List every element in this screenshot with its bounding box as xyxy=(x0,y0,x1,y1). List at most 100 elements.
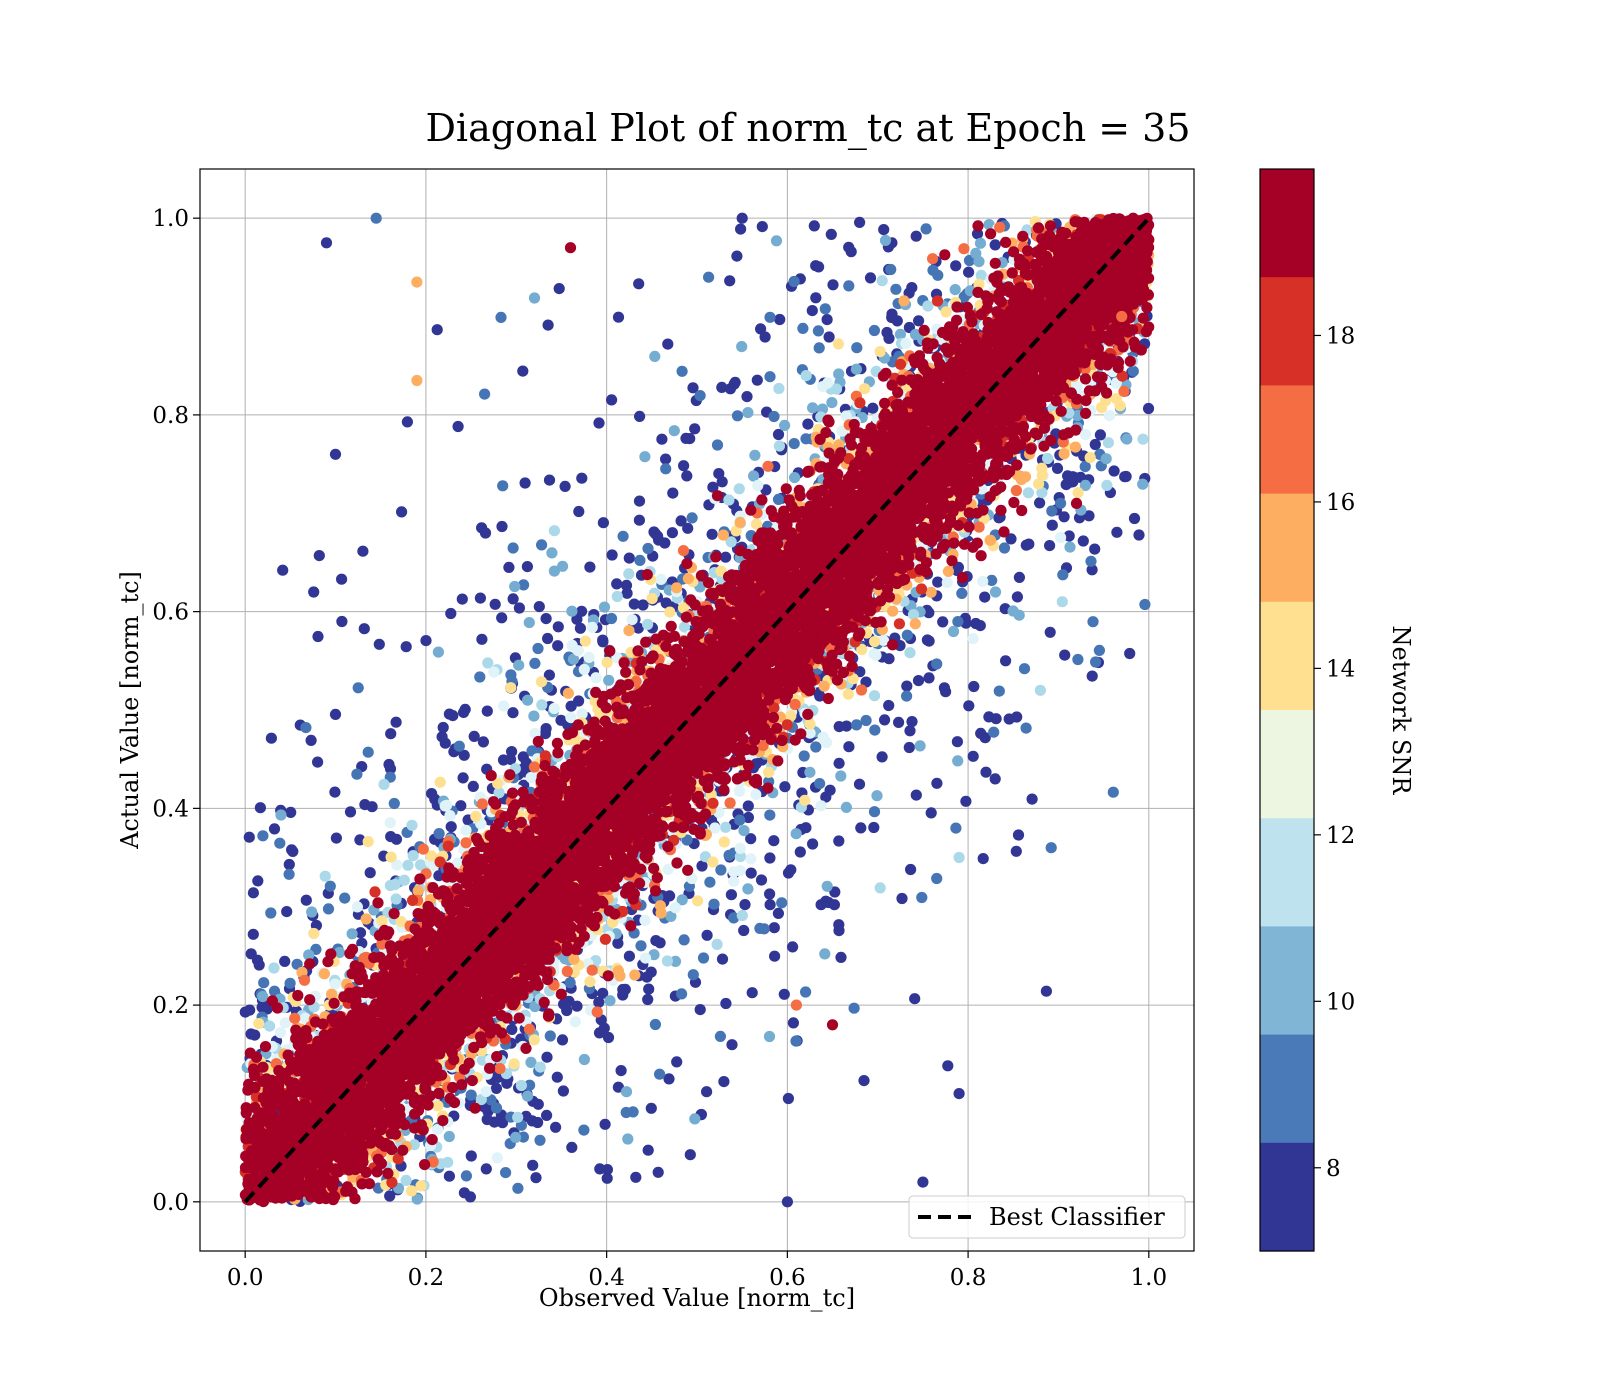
scatter-point xyxy=(543,669,556,681)
scatter-point xyxy=(617,530,629,542)
scatter-point xyxy=(868,648,880,660)
scatter-point xyxy=(661,955,674,967)
scatter-point xyxy=(773,382,785,395)
scatter-point xyxy=(1064,541,1076,553)
scatter-point xyxy=(890,283,902,295)
scatter-point xyxy=(496,612,508,624)
scatter-point xyxy=(1100,453,1112,465)
scatter-point xyxy=(956,587,968,600)
scatter-point xyxy=(623,950,636,962)
scatter-point xyxy=(1121,433,1133,445)
scatter-point xyxy=(868,806,881,818)
scatter-point xyxy=(300,894,312,906)
scatter-point xyxy=(768,922,780,934)
scatter-point xyxy=(703,271,715,283)
scatter-point xyxy=(634,554,646,567)
scatter-point xyxy=(513,659,525,671)
scatter-point xyxy=(385,831,397,843)
scatter-point xyxy=(746,987,758,999)
scatter-point xyxy=(1069,441,1082,453)
scatter-point xyxy=(967,633,979,645)
scatter-point xyxy=(742,407,754,419)
scatter-point xyxy=(689,423,701,435)
scatter-point xyxy=(1086,670,1098,682)
scatter-point xyxy=(739,899,751,911)
scatter-point xyxy=(628,598,640,610)
scatter-point xyxy=(643,983,655,995)
scatter-point xyxy=(645,1102,657,1114)
scatter-point xyxy=(1011,591,1024,603)
scatter-point xyxy=(952,616,964,628)
scatter-point xyxy=(931,872,943,885)
scatter-point xyxy=(731,250,743,262)
scatter-point xyxy=(597,634,609,646)
scatter-point xyxy=(597,517,610,529)
scatter-point xyxy=(768,410,780,423)
scatter-point xyxy=(366,801,378,813)
scatter-point xyxy=(1072,653,1084,666)
scatter-point xyxy=(986,574,998,587)
scatter-point xyxy=(553,283,565,295)
scatter-point xyxy=(850,363,863,375)
scatter-point xyxy=(742,811,755,824)
scatter-point xyxy=(906,716,918,728)
scatter-point xyxy=(322,903,335,915)
scatter-point xyxy=(437,721,449,734)
scatter-point xyxy=(571,613,583,625)
scatter-point xyxy=(598,1022,610,1034)
scatter-point xyxy=(942,1060,954,1072)
scatter-point xyxy=(675,515,687,527)
scatter-point xyxy=(247,887,259,899)
scatter-point xyxy=(465,1089,477,1101)
scatter-point xyxy=(512,1182,524,1194)
scatter-point xyxy=(790,828,802,840)
scatter-point xyxy=(720,997,732,1010)
scatter-point xyxy=(509,580,521,593)
scatter-point xyxy=(952,755,964,767)
scatter-point xyxy=(750,789,762,801)
scatter-point xyxy=(654,900,667,912)
scatter-point xyxy=(814,690,826,702)
scatter-point xyxy=(968,680,980,693)
scatter-point xyxy=(576,472,588,484)
scatter-point xyxy=(854,216,866,228)
scatter-point xyxy=(474,671,486,683)
scatter-point xyxy=(817,381,829,393)
scatter-point xyxy=(552,640,564,652)
scatter-point xyxy=(923,672,935,684)
scatter-point xyxy=(947,625,960,638)
scatter-point xyxy=(842,688,854,700)
scatter-point xyxy=(848,1002,860,1014)
scatter-point xyxy=(612,311,625,323)
scatter-point xyxy=(1036,462,1048,474)
scatter-point xyxy=(833,925,845,937)
scatter-point xyxy=(1005,533,1017,545)
scatter-point xyxy=(455,800,467,812)
scatter-point xyxy=(704,876,716,888)
scatter-point xyxy=(668,425,680,437)
scatter-point xyxy=(597,987,609,999)
scatter-point xyxy=(868,821,880,834)
scatter-point xyxy=(633,278,645,290)
scatter-point xyxy=(586,621,598,634)
scatter-point xyxy=(1055,497,1067,509)
scatter-point xyxy=(711,938,723,951)
scatter-point xyxy=(963,700,975,712)
scatter-point xyxy=(677,545,690,557)
scatter-point xyxy=(623,568,635,580)
scatter-point xyxy=(716,476,728,488)
scatter-point xyxy=(787,1017,800,1029)
scatter-point xyxy=(541,1051,553,1063)
scatter-point xyxy=(802,418,814,430)
scatter-point xyxy=(573,505,585,518)
scatter-point xyxy=(833,721,845,733)
scatter-point xyxy=(495,311,507,323)
scatter-point xyxy=(604,995,616,1007)
scatter-point xyxy=(798,750,810,762)
scatter-point xyxy=(810,741,822,753)
scatter-point xyxy=(909,618,921,630)
scatter-point xyxy=(599,1118,611,1130)
scatter-point xyxy=(622,1133,634,1145)
scatter-point xyxy=(534,1061,546,1073)
